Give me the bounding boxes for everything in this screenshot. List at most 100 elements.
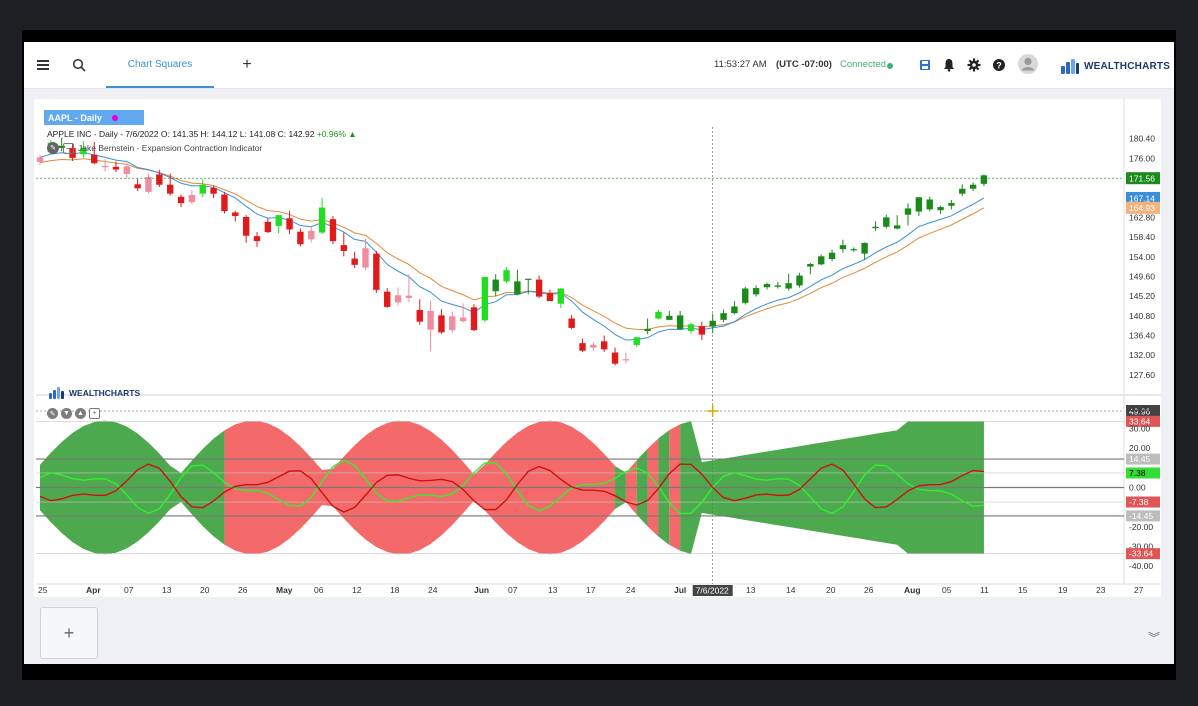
brand-logo[interactable]: WEALTHCHARTS: [1060, 56, 1170, 76]
time-axis-label: Jun: [474, 585, 489, 595]
candle-body: [959, 188, 966, 194]
candle-body: [405, 295, 413, 298]
indicator-name: Jake Bernstein - Expansion Contraction I…: [78, 143, 263, 153]
crosshair-value: 49.96: [1129, 406, 1151, 416]
candle-body: [91, 154, 98, 164]
candle-body: [525, 278, 532, 280]
ohlc-text: APPLE INC - Daily - 7/6/2022 O: 141.35 H…: [47, 129, 315, 139]
candle-body: [459, 317, 467, 322]
save-icon[interactable]: [914, 54, 936, 76]
candle-body: [763, 284, 771, 288]
candle-body: [839, 245, 847, 250]
candle-body: [449, 316, 456, 331]
lower-axis-label: 40.00: [1129, 404, 1151, 414]
symbol-label: AAPL - Daily: [48, 112, 102, 123]
candle-body: [752, 288, 760, 295]
tab-label: Chart Squares: [127, 58, 193, 70]
candle-body: [785, 283, 792, 289]
candle-body: [308, 230, 315, 240]
symbol-color-dot: [111, 114, 118, 121]
candle-body: [676, 315, 684, 330]
candle-body: [861, 242, 868, 254]
search-icon[interactable]: [68, 54, 90, 76]
candle-body: [481, 276, 489, 321]
add-tab-icon[interactable]: +: [242, 56, 252, 73]
price-chart-svg[interactable]: 180.40 176.00 162.80 158.40 154.00 149.60 145.…: [34, 99, 1161, 597]
candle-body: [286, 218, 293, 230]
time-axis-label: 17: [586, 585, 596, 595]
candle-body: [362, 248, 369, 268]
top-bar: Chart Squares + 11:53:27 AM (UTC -07:00)…: [24, 42, 1174, 89]
time-axis-label: 25: [38, 585, 48, 595]
svg-text:?: ?: [996, 61, 1002, 71]
time-axis-label: 27: [1134, 585, 1144, 595]
menu-icon[interactable]: [32, 54, 54, 76]
indicator-green-line: [39, 459, 985, 515]
candle-body: [145, 177, 152, 192]
tab-chart-squares[interactable]: Chart Squares: [106, 42, 214, 88]
candle-body: [253, 236, 261, 242]
time-axis-label: 11: [980, 585, 989, 595]
candle-body: [394, 295, 402, 303]
crosshair-cursor-icon: [706, 405, 719, 417]
clock: 11:53:27 AM: [714, 59, 767, 70]
candle-body: [926, 199, 933, 210]
candle-body: [373, 253, 380, 290]
time-axis-label: 18: [390, 585, 400, 595]
ma-fast-tag-bg: [1126, 191, 1160, 204]
help-icon[interactable]: ?: [988, 54, 1010, 76]
candle-body: [188, 195, 196, 203]
ma-fast-tag: 167.14: [1129, 193, 1155, 203]
candle-body: [58, 145, 65, 149]
connection-status: Connected: [840, 59, 886, 70]
candle-body: [557, 288, 564, 304]
last-price-tag: 171.56: [1129, 173, 1155, 183]
candle-body: [232, 212, 239, 217]
candle-body: [221, 194, 228, 212]
candle-body: [883, 217, 890, 227]
crosshair-date-bg: [692, 585, 733, 596]
indicator-collapse-icon[interactable]: −: [63, 142, 74, 154]
brand-name: WEALTHCHARTS: [1084, 60, 1171, 72]
candle-body: [427, 310, 434, 330]
collapse-chevron-icon[interactable]: ︾: [1147, 630, 1160, 645]
pane-settings-icon[interactable]: ✎: [47, 408, 58, 419]
symbol-badge[interactable]: AAPL - Daily: [44, 110, 144, 125]
indicator-red-line: [39, 463, 985, 513]
price-axis-label: 127.60: [1129, 370, 1155, 380]
candle-body: [687, 324, 695, 332]
app-window: Chart Squares + 11:53:27 AM (UTC -07:00)…: [24, 42, 1174, 664]
candle-body: [297, 231, 304, 245]
price-axis-label: 145.20: [1129, 291, 1155, 301]
indicator-tag: 7.38: [1129, 468, 1146, 478]
indicator-tag-bg: [1126, 548, 1160, 560]
candle-body: [134, 184, 141, 189]
pane-move-down-icon[interactable]: ▼: [61, 408, 72, 419]
price-axis-label: 132.00: [1129, 350, 1155, 360]
candle-body: [633, 337, 640, 345]
chart-panel[interactable]: 180.40 176.00 162.80 158.40 154.00 149.60 145.…: [34, 99, 1161, 597]
indicator-legend: ✎ − Jake Bernstein - Expansion Contracti…: [47, 141, 262, 155]
pane-maximize-icon[interactable]: +: [89, 408, 100, 419]
indicator-settings-icon[interactable]: ✎: [47, 142, 59, 154]
candle-body: [123, 166, 130, 174]
candle-body: [698, 326, 706, 335]
price-axis-label: 154.00: [1129, 252, 1155, 262]
settings-icon[interactable]: [963, 54, 985, 76]
candle-body: [948, 203, 955, 206]
add-chart-button[interactable]: +: [40, 607, 98, 659]
ma-slow-tag-bg: [1126, 201, 1160, 214]
lower-axis-label: -20.00: [1129, 522, 1153, 532]
lower-axis-label: -30.00: [1129, 542, 1153, 552]
lower-axis-label: 0.00: [1129, 483, 1146, 493]
alerts-icon[interactable]: [938, 54, 960, 76]
user-avatar-icon[interactable]: [1016, 52, 1040, 76]
crosshair-date: 7/6/2022: [696, 586, 729, 596]
time-axis-label: 07: [508, 585, 518, 595]
candle-body: [611, 352, 619, 364]
candle-body: [590, 344, 597, 348]
pane-move-up-icon[interactable]: ▲: [75, 408, 86, 419]
candle-body: [969, 184, 977, 189]
time-axis-label: 26: [864, 585, 874, 595]
chart-workspace: 180.40 176.00 162.80 158.40 154.00 149.60 145.…: [24, 89, 1174, 664]
